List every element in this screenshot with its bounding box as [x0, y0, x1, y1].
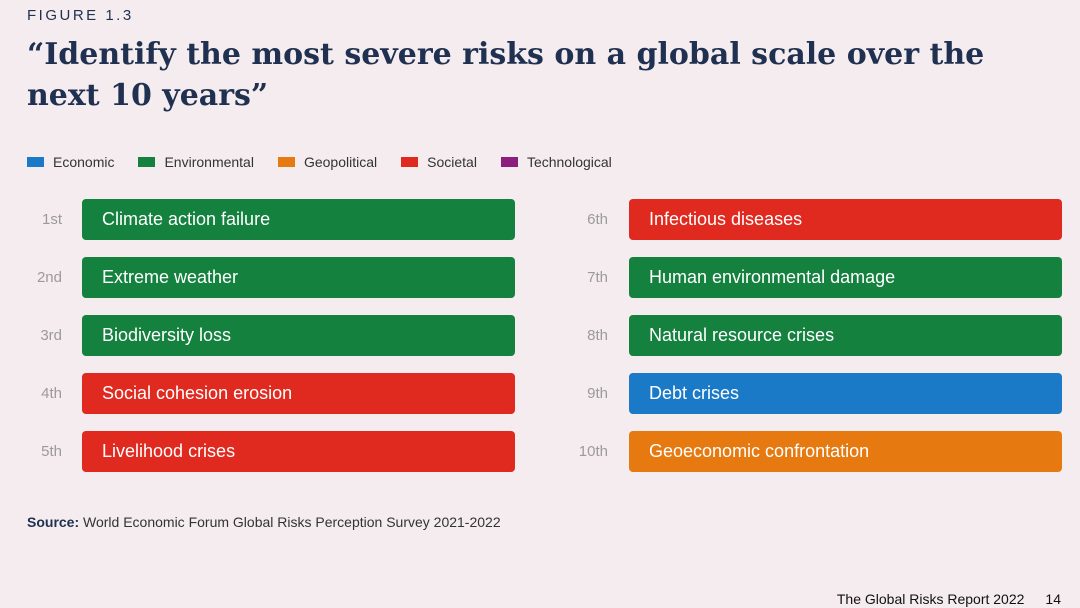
risk-rank: 5th [41, 443, 62, 460]
risk-rank: 3rd [40, 327, 62, 344]
risk-rank: 6th [587, 211, 608, 228]
legend-item-geopolitical: Geopolitical [277, 154, 378, 170]
risk-bar: Natural resource crises [629, 315, 1062, 356]
page-title: “Identify the most severe risks on a glo… [27, 37, 985, 113]
risk-bar: Human environmental damage [629, 257, 1062, 298]
legend-label: Societal [427, 154, 477, 170]
legend-swatch [277, 157, 295, 167]
legend-swatch [138, 157, 156, 167]
page-number: 14 [1045, 591, 1061, 607]
legend-item-environmental: Environmental [138, 154, 254, 170]
legend-item-technological: Technological [500, 154, 612, 170]
legend-label: Geopolitical [303, 154, 378, 170]
risk-rank: 1st [41, 211, 62, 228]
source-label: Source: [27, 514, 80, 530]
legend-item-economic: Economic [27, 154, 114, 170]
report-name: The Global Risks Report 2022 [836, 591, 1025, 607]
legend-swatch [27, 157, 44, 167]
risk-bar: Extreme weather [82, 257, 515, 298]
risk-bar: Social cohesion erosion [82, 373, 515, 414]
legend-label: Economic [53, 154, 115, 170]
footer: The Global Risks Report 2022 14 [837, 591, 1061, 607]
legend-label: Technological [526, 154, 612, 170]
source-note: Source: World Economic Forum Global Risk… [27, 514, 501, 530]
legend-swatch [401, 157, 419, 167]
risk-rank: 9th [587, 385, 608, 402]
legend: Economic Environmental Geopolitical Societa… [27, 154, 636, 170]
source-text: World Economic Forum Global Risks Percep… [83, 514, 501, 530]
risk-rank: 2nd [36, 269, 62, 286]
risk-rank: 7th [587, 269, 608, 286]
figure-label: FIGURE 1.3 [27, 7, 134, 24]
risk-bar: Livelihood crises [82, 431, 515, 472]
risk-rank: 8th [587, 327, 608, 344]
risk-rank: 10th [578, 443, 608, 460]
risk-bar: Infectious diseases [629, 199, 1062, 240]
risk-rank: 4th [41, 385, 62, 402]
legend-swatch [500, 157, 518, 167]
legend-label: Environmental [164, 154, 254, 170]
risk-bar: Debt crises [629, 373, 1062, 414]
legend-item-societal: Societal [401, 154, 477, 170]
risk-bar: Geoeconomic confrontation [629, 431, 1062, 472]
risk-bar: Climate action failure [82, 199, 515, 240]
risk-bar: Biodiversity loss [82, 315, 515, 356]
